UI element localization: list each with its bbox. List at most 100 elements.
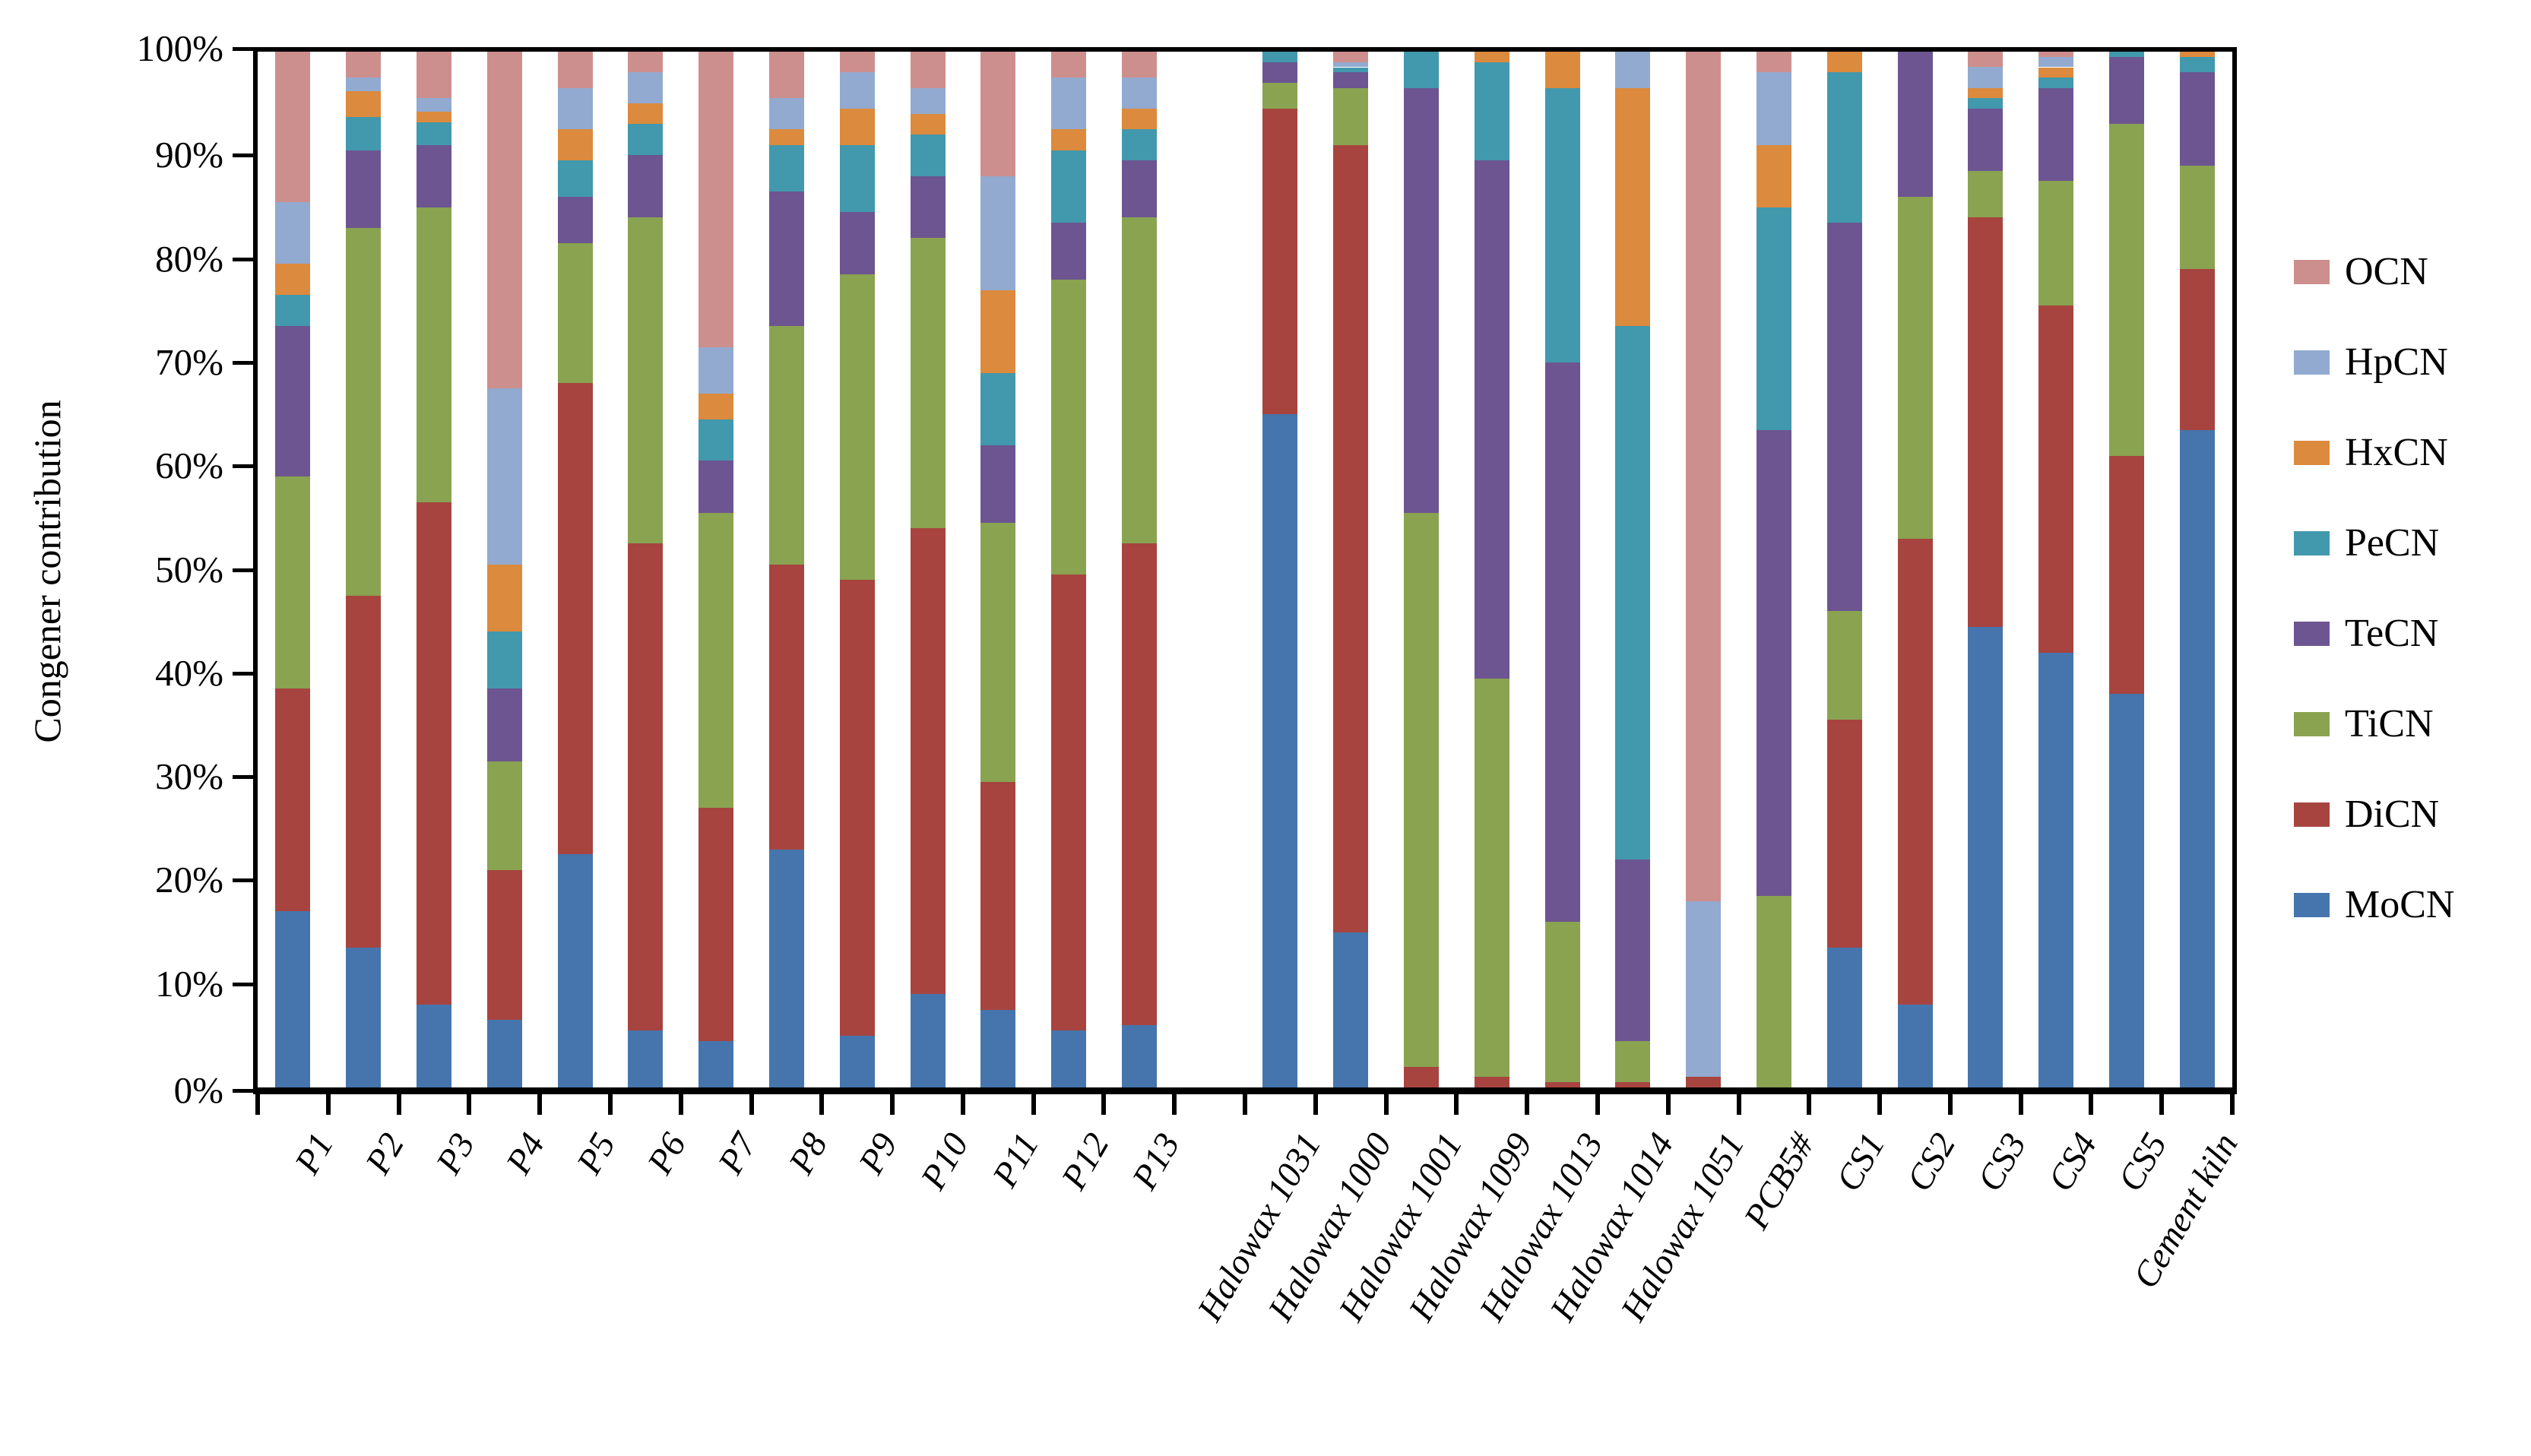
bar-segment-hpcn [628,72,664,104]
bar-segment-hxcn [1756,144,1791,207]
x-tick-label: PCB5# [1736,1126,1823,1236]
y-tick-label: 30% [155,755,223,798]
x-tick-label: P9 [851,1126,906,1181]
bar-segment-hpcn [698,347,734,394]
bar-segment-pecn [1333,67,1369,73]
x-tick [2089,1094,2094,1115]
bar-segment-mocn [275,911,311,1087]
x-tick-label: P10 [913,1126,977,1197]
bar-segment-dicn [1686,1077,1722,1087]
bar-segment-mocn [2108,694,2144,1087]
bar-segment-ocn [1756,52,1791,73]
bar-segment-ocn [1051,52,1086,78]
bar-segment-tecn [417,144,451,207]
bar-segment-ticn [486,761,522,870]
bar-p12 [1051,52,1086,1087]
legend-swatch-icon [2294,893,2330,917]
bar-segment-dicn [1333,144,1369,932]
bar-cs1 [1826,52,1862,1087]
x-tick-label: CS3 [1969,1126,2035,1198]
bar-segment-hxcn [910,113,946,135]
y-tick [233,878,253,883]
bar-segment-mocn [910,994,946,1087]
bar-segment-tecn [628,155,664,218]
x-tick [1101,1094,1107,1115]
bar-segment-pecn [628,124,664,156]
bar-segment-ticn [1333,87,1369,145]
bar-segment-ticn [1121,217,1157,544]
bar-segment-dicn [1826,720,1862,948]
y-tick-label: 40% [155,651,223,694]
x-tick [1665,1094,1671,1115]
bar-segment-hxcn [768,129,804,145]
bar-segment-ocn [346,52,382,78]
legend-item-hpcn: HpCN [2294,338,2454,387]
bar-segment-tecn [275,326,311,476]
bar-segment-ocn [1968,52,2004,68]
bar-p8 [768,52,804,1087]
bar-segment-ocn [980,52,1016,176]
bar-segment-ticn [768,326,804,565]
bar-segment-tecn [1826,222,1862,611]
bar-segment-dicn [768,564,804,850]
bar-segment-tecn [910,176,946,239]
legend-swatch-icon [2294,802,2330,827]
bar-segment-ticn [628,217,664,544]
bar-segment-mocn [1051,1030,1086,1087]
bar-segment-tecn [1968,108,2004,171]
bar-segment-dicn [2038,305,2073,653]
bar-segment-ocn [486,52,522,388]
bar-segment-mocn [417,1005,451,1087]
x-tick [2230,1094,2235,1115]
bar-segment-tecn [698,461,734,513]
bar-segment-ticn [2038,181,2073,305]
bar-segment-pecn [417,122,451,145]
bar-segment-mocn [1333,932,1369,1087]
x-tick [1595,1094,1600,1115]
bar-segment-hxcn [2038,67,2073,78]
bar-segment-dicn [910,527,946,995]
bar-segment-ocn [839,52,875,73]
bar-cs2 [1897,52,1933,1087]
legend-swatch-icon [2294,260,2330,284]
bar-segment-pecn [1121,129,1157,161]
y-tick-label: 50% [155,548,223,590]
y-tick-label: 70% [155,340,223,383]
bar-segment-mocn [1121,1025,1157,1087]
bar-segment-pecn [1474,62,1509,161]
bar-segment-mocn [698,1040,734,1087]
bar-segment-ticn [1474,678,1509,1078]
y-tick [233,464,253,469]
x-tick [678,1094,683,1115]
bar-segment-hxcn [1544,52,1580,88]
x-tick [1947,1094,1953,1115]
bar-segment-dicn [980,781,1016,1010]
bar-segment-dicn [346,595,382,948]
y-tick-label: 10% [155,962,223,1005]
bar-segment-ticn [346,227,382,596]
bar-segment-ocn [557,52,593,88]
bar-segment-ocn [1686,52,1722,901]
y-tick-label: 90% [155,134,223,176]
bar-segment-dicn [417,502,451,1005]
bar-segment-dicn [1121,543,1157,1026]
legend-swatch-icon [2294,712,2330,736]
bar-halowax-1001 [1404,52,1439,1087]
bar-segment-tecn [2179,72,2215,166]
bar-p5 [557,52,593,1087]
x-tick-label: CS4 [2040,1126,2105,1198]
bar-segment-mocn [486,1020,522,1087]
x-tick-label: CS1 [1829,1126,1893,1198]
bar-segment-tecn [557,196,593,244]
legend-item-ocn: OCN [2294,248,2454,296]
bar-segment-hxcn [346,90,382,117]
bar-segment-ticn [2108,124,2144,456]
x-tick [1383,1094,1389,1115]
x-tick-label: P6 [640,1126,695,1181]
legend-item-mocn: MoCN [2294,881,2454,929]
bar-segment-hxcn [557,129,593,161]
x-tick-label: P7 [710,1126,765,1181]
bar-cs4 [2038,52,2073,1087]
x-tick-label: CS5 [2111,1126,2175,1198]
